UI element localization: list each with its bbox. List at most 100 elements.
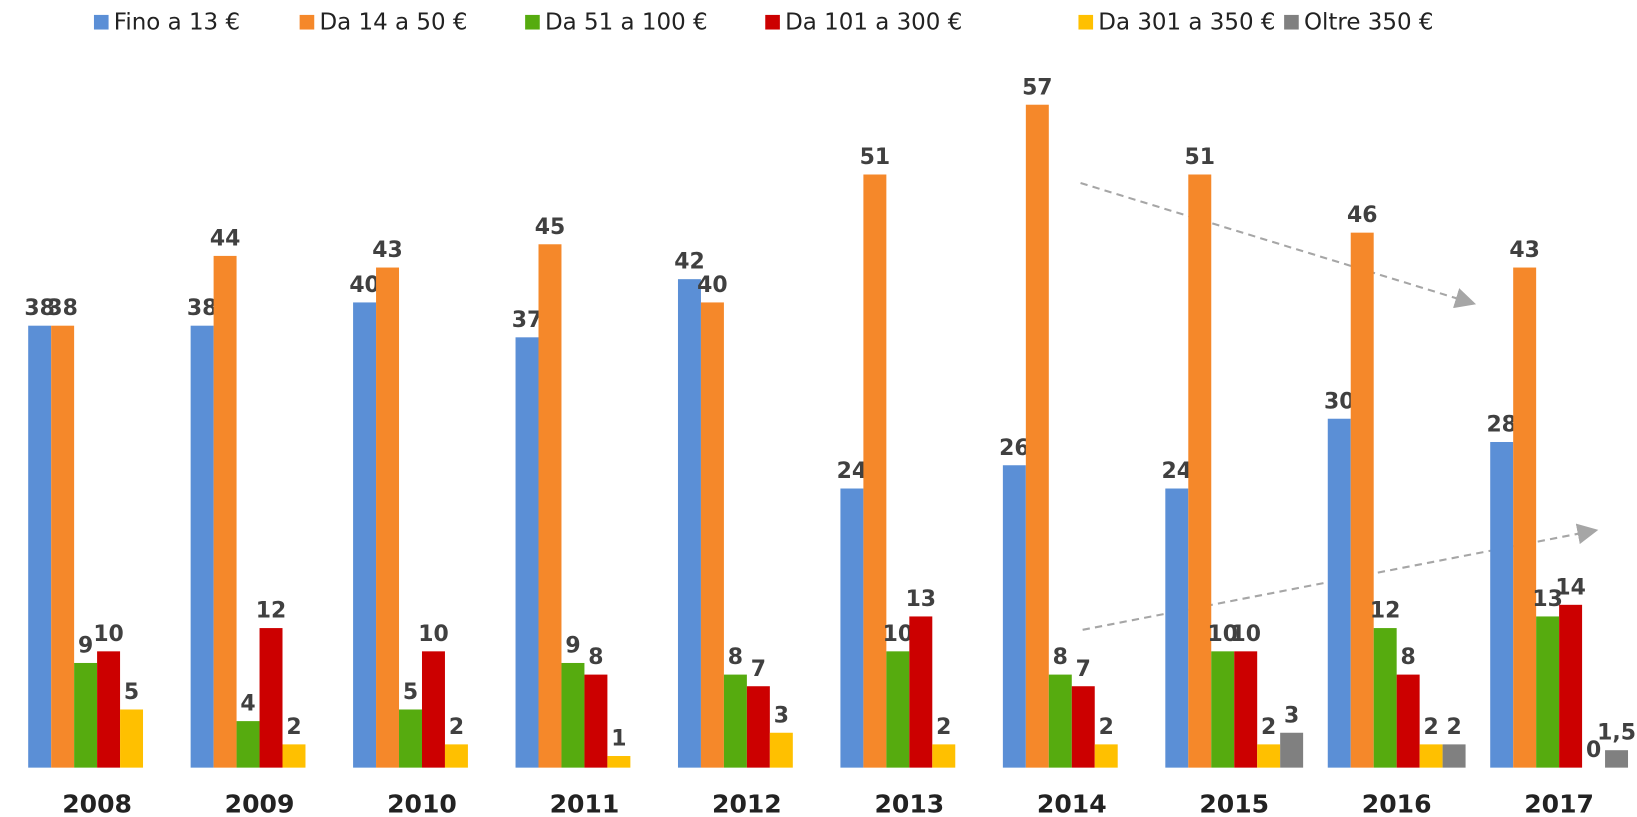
bar [723, 674, 747, 768]
bar [1373, 628, 1397, 768]
data-label: 8 [728, 645, 743, 670]
x-tick-label: 2016 [1362, 790, 1432, 817]
bar [1257, 744, 1281, 768]
bar [1396, 674, 1420, 768]
bar [1442, 744, 1466, 768]
data-label: 1,5 [1597, 721, 1636, 746]
bar [1025, 104, 1049, 768]
data-label: 24 [1162, 459, 1193, 484]
bar [584, 674, 608, 768]
data-label: 44 [210, 226, 241, 251]
bar [863, 174, 887, 768]
x-tick-label: 2009 [225, 790, 295, 817]
bar [120, 709, 144, 768]
bar [282, 744, 306, 768]
bar [1002, 465, 1026, 768]
data-label: 46 [1347, 203, 1378, 228]
data-label: 8 [588, 645, 603, 670]
data-label: 51 [860, 145, 891, 170]
x-tick-label: 2014 [1037, 790, 1107, 817]
data-label: 5 [124, 680, 139, 705]
bar [259, 628, 283, 768]
data-label: 8 [1401, 645, 1416, 670]
bar [444, 744, 468, 768]
data-label: 10 [418, 622, 449, 647]
bar [1071, 686, 1095, 768]
data-label: 40 [697, 273, 728, 298]
bar [190, 325, 214, 768]
data-label: 5 [403, 680, 418, 705]
legend-swatch [93, 14, 109, 30]
legend-label: Fino a 13 € [114, 10, 240, 36]
bar [607, 756, 631, 768]
x-tick-label: 2011 [550, 790, 620, 817]
data-label: 13 [906, 587, 937, 612]
data-label: 2 [936, 715, 951, 740]
data-label: 4 [240, 692, 255, 717]
bar [561, 662, 585, 768]
bar [1559, 604, 1583, 768]
bar [236, 721, 260, 768]
data-label: 40 [349, 273, 380, 298]
data-label: 43 [372, 238, 403, 263]
x-tick-label: 2012 [712, 790, 782, 817]
bar [51, 325, 75, 768]
legend-label: Da 51 a 100 € [545, 10, 708, 36]
x-tick-label: 2010 [387, 790, 457, 817]
data-label: 1 [611, 727, 626, 752]
data-label: 38 [24, 296, 55, 321]
legend-label: Da 14 a 50 € [319, 10, 467, 36]
legend-label: Oltre 350 € [1304, 10, 1434, 36]
data-label: 37 [512, 308, 542, 333]
bar [677, 279, 701, 768]
bar [1234, 651, 1258, 768]
data-label: 2 [1446, 715, 1461, 740]
bar [74, 662, 98, 768]
data-label: 13 [1532, 587, 1563, 612]
bar [213, 255, 237, 768]
bar [1188, 174, 1212, 768]
bar [840, 488, 864, 768]
data-label: 38 [47, 296, 77, 321]
bar [1513, 267, 1537, 768]
bar [376, 267, 400, 768]
legend-swatch [525, 14, 540, 30]
data-label: 3 [774, 703, 789, 728]
bar [1165, 488, 1189, 768]
legend-swatch [1078, 14, 1094, 30]
data-label: 2 [1261, 715, 1276, 740]
data-label: 10 [1207, 622, 1237, 647]
bar [746, 686, 770, 768]
legend-label: Da 301 a 350 € [1098, 10, 1275, 36]
bar [399, 709, 422, 768]
bar [1211, 651, 1235, 768]
data-label: 2 [286, 715, 301, 740]
x-tick-label: 2017 [1524, 790, 1594, 817]
bar [1327, 418, 1351, 768]
legend-swatch [765, 14, 780, 30]
x-tick-label: 2013 [874, 790, 944, 817]
bar [97, 651, 121, 768]
bar [515, 337, 539, 768]
data-label: 3 [1284, 703, 1299, 728]
bar [700, 302, 724, 768]
bar [1094, 744, 1118, 768]
legend-swatch [1284, 14, 1299, 30]
data-label: 45 [535, 215, 566, 240]
data-label: 2 [449, 715, 464, 740]
data-label: 51 [1185, 145, 1216, 170]
data-label: 43 [1509, 238, 1539, 263]
bar [1048, 674, 1072, 768]
data-label: 10 [883, 622, 914, 647]
bar [538, 244, 562, 768]
data-label: 57 [1022, 75, 1052, 100]
bar [932, 744, 956, 768]
data-label: 12 [256, 599, 287, 624]
data-label: 42 [674, 250, 705, 275]
data-label: 38 [187, 296, 218, 321]
data-label: 10 [1230, 622, 1260, 647]
data-label: 30 [1324, 389, 1354, 414]
data-label: 10 [93, 622, 124, 647]
bar [1536, 616, 1560, 768]
legend-swatch [299, 14, 315, 30]
